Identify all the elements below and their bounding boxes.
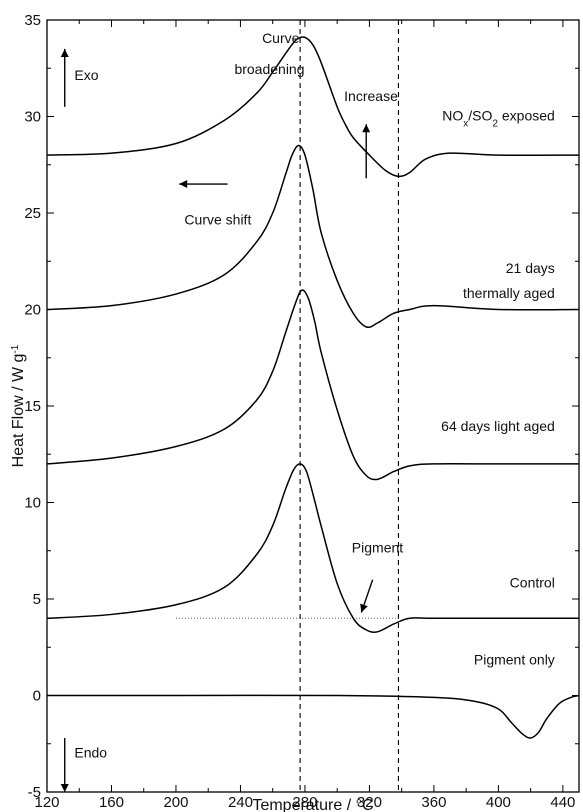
curve-broadening-label-1: Curve (262, 30, 300, 46)
series-label-part: /SO (468, 107, 492, 123)
y-tick-label: 25 (24, 205, 41, 222)
series-label-part: 2 (492, 118, 498, 129)
series-labels: NOx/SO2 exposed 21 days thermally aged 64 d… (441, 107, 555, 667)
pigment-arrow (360, 579, 374, 613)
increase-label: Increase (344, 88, 398, 104)
y-tick-label: 30 (24, 109, 41, 126)
series-label-nox: NOx/SO2 exposed (442, 107, 555, 129)
y-tick-label: 15 (24, 398, 41, 415)
series-label-pigment_only: Pigment only (474, 652, 555, 668)
series-lines (46, 36, 580, 739)
x-tick-label: 160 (99, 794, 124, 811)
series-label-control: Control (510, 574, 555, 590)
series-line-3 (46, 463, 579, 633)
y-tick-label: 20 (24, 302, 41, 319)
increase-arrow (362, 124, 371, 179)
curve-shift-arrow-head (179, 180, 188, 189)
y-tick-label: 35 (24, 12, 41, 29)
y-tick-label: 10 (24, 495, 41, 512)
series-label-part: x (463, 118, 468, 129)
x-axis-title: Temperature / °C (252, 797, 373, 812)
curve-broadening-label-2: broadening (234, 61, 304, 77)
series-line-0 (46, 36, 580, 178)
series-label-part: NO (442, 107, 463, 123)
series-line-2 (46, 289, 579, 481)
series-label-light: 64 days light aged (441, 418, 555, 434)
ticks: 120 160 200 240 280 320 360 400 440 -5 0 5 10 15 20 25 3… (24, 12, 579, 811)
axes: Temperature / °C Heat Flow / W g-1 (10, 19, 580, 812)
y-tick-label: 5 (33, 591, 41, 608)
annotations: Exo Endo Curve broadening Increase Curve shif… (60, 30, 403, 792)
x-tick-label: 400 (486, 794, 511, 811)
y-tick-label: 0 (33, 688, 41, 705)
pigment-arrow-head (360, 603, 368, 613)
x-tick-label: 120 (34, 794, 59, 811)
exo-label: Exo (74, 67, 98, 83)
endo-arrow (60, 737, 69, 792)
x-tick-label: 440 (550, 794, 575, 811)
endo-label: Endo (74, 744, 107, 760)
x-tick-label: 200 (163, 794, 188, 811)
x-tick-label: 320 (357, 794, 382, 811)
y-tick-label: -5 (28, 784, 41, 801)
endo-arrow-head (60, 784, 69, 792)
x-tick-label: 280 (292, 794, 317, 811)
series-label-thermal2: thermally aged (463, 285, 555, 301)
x-tick-label: 360 (421, 794, 446, 811)
increase-arrow-head (362, 124, 371, 133)
x-tick-label: 240 (228, 794, 253, 811)
y-axis-title-exponent: -1 (10, 344, 21, 353)
reference-lines (175, 20, 399, 792)
series-line-1 (46, 144, 580, 329)
y-axis-title: Heat Flow / W g-1 (10, 344, 28, 467)
plot-frame (46, 19, 580, 793)
exo-arrow-head (60, 48, 69, 57)
series-label-thermal1: 21 days (506, 260, 555, 276)
exo-arrow (60, 48, 69, 107)
curve-shift-label: Curve shift (184, 212, 251, 228)
series-label-part: exposed (498, 107, 555, 123)
pigment-label: Pigment (352, 540, 403, 556)
curve-shift-arrow (179, 180, 228, 189)
series-line-4 (47, 694, 580, 739)
